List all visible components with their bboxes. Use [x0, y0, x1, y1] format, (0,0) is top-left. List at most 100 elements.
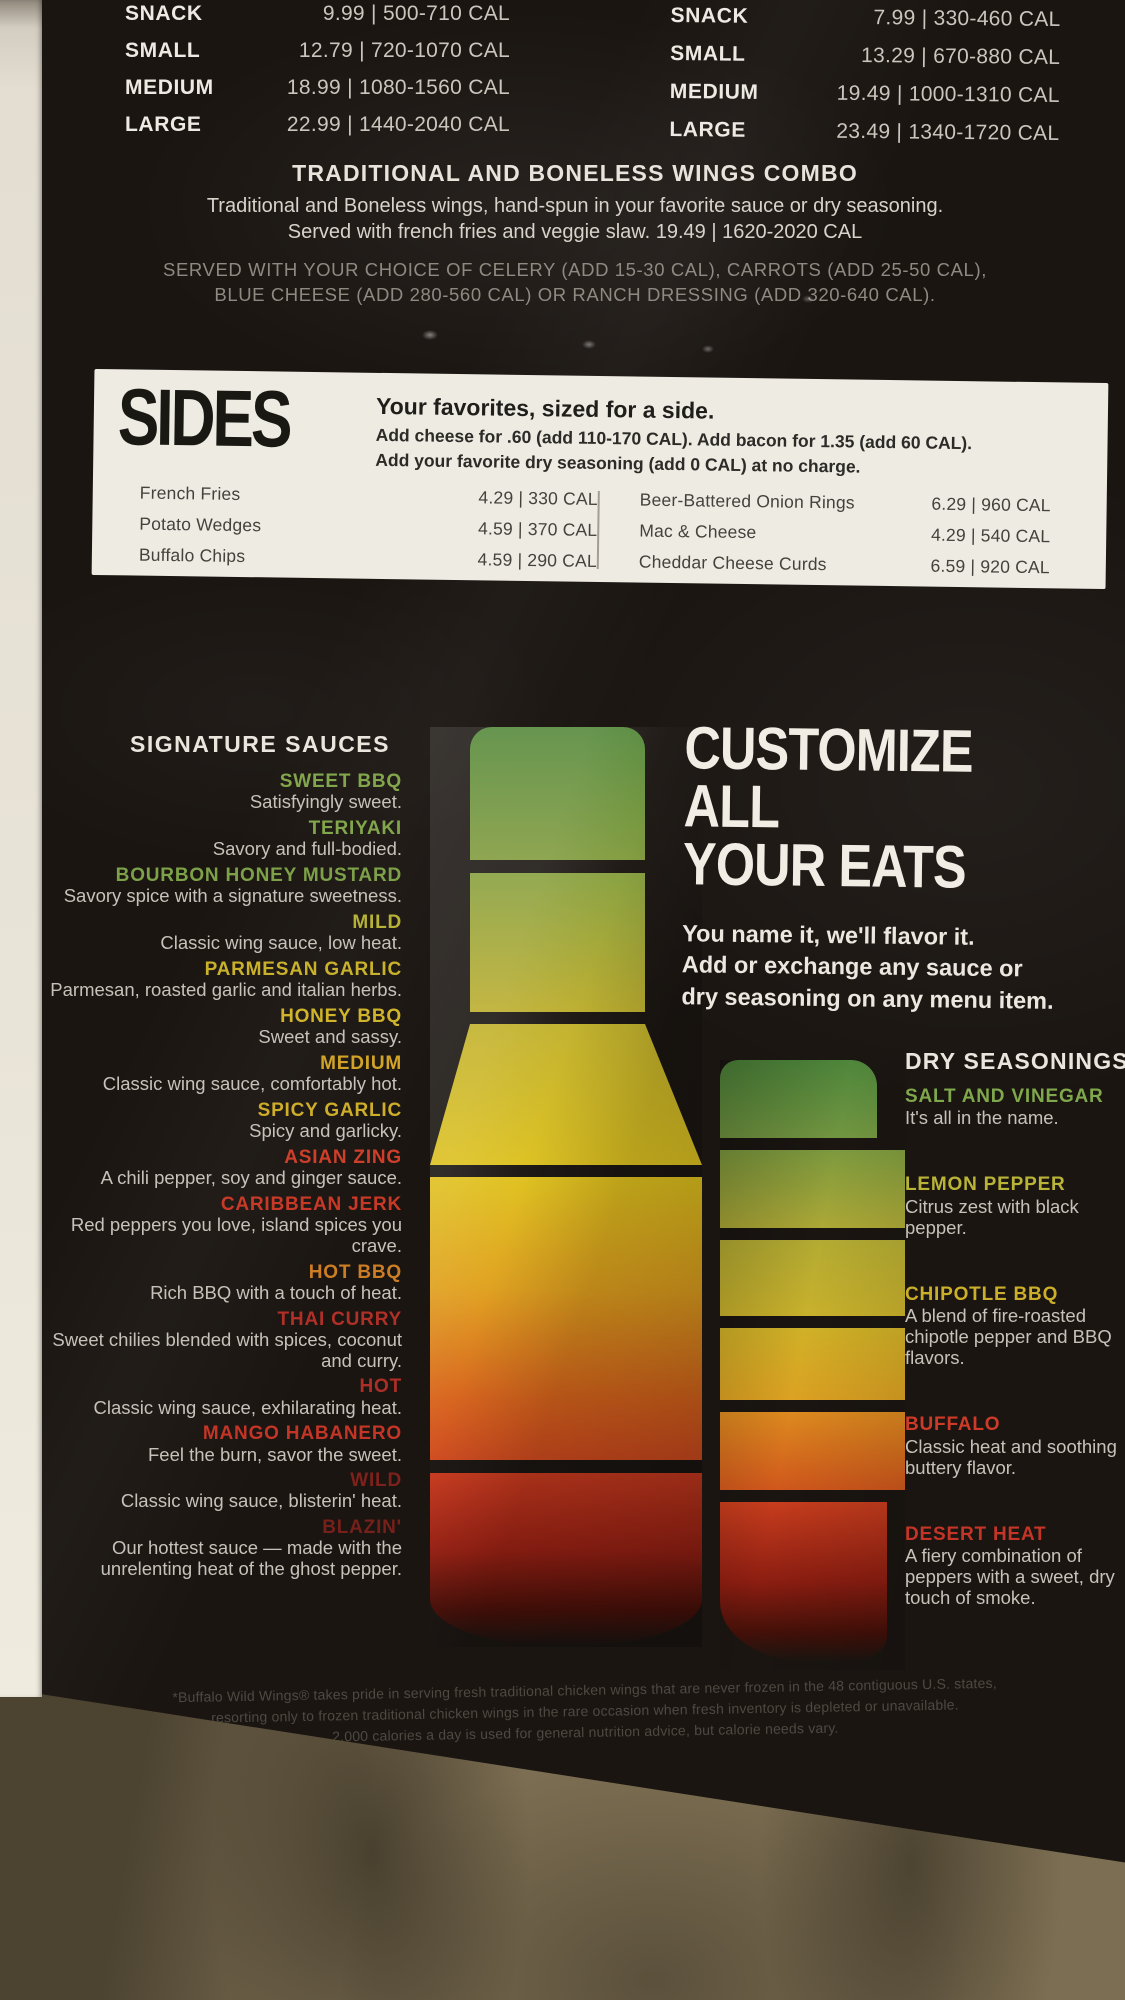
size-price-calories: 7.99 | 330-460 CAL — [873, 6, 1061, 32]
left-page-edge — [0, 0, 42, 1697]
wings-pricing-left: SNACK 9.99 | 500-710 CAL SMALL 12.79 | 7… — [125, 2, 510, 137]
dry-seasonings-title: DRY SEASONINGS — [905, 1048, 1125, 1074]
size-price-calories: 12.79 | 720-1070 CAL — [298, 39, 510, 62]
size-label: SNACK — [125, 2, 203, 25]
seasoning-name: DESERT HEAT — [905, 1523, 1047, 1545]
sauce-description: Classic wing sauce, low heat. — [160, 932, 402, 954]
seasoning-description: Classic heat and soothing buttery flavor… — [905, 1435, 1117, 1478]
customize-title-line1: CUSTOMIZE ALL — [683, 714, 974, 841]
glare-spot — [702, 345, 714, 353]
sauce-item: WILD Classic wing sauce, blisterin' heat… — [121, 1470, 402, 1512]
sauce-description: Red peppers you love, island spices you … — [70, 1214, 402, 1256]
signature-sauces-list: SWEET BBQ Satisfyingly sweet. TERIYAKI S… — [42, 771, 402, 1580]
seasoning-item: LEMON PEPPER Citrus zest with black pepp… — [905, 1174, 1125, 1237]
side-item-price-calories: 4.59 | 290 CAL — [477, 548, 597, 571]
signature-sauces-title: SIGNATURE SAUCES — [130, 731, 390, 757]
size-label: SNACK — [670, 3, 749, 28]
seasoning-name: SALT AND VINEGAR — [905, 1086, 1104, 1107]
sauce-item: HOT Classic wing sauce, exhilarating hea… — [94, 1376, 403, 1418]
sauce-name: BOURBON HONEY MUSTARD — [115, 864, 402, 886]
combo-description-line1: Traditional and Boneless wings, hand-spu… — [206, 195, 944, 217]
sauce-description: Our hottest sauce — made with the unrele… — [100, 1537, 402, 1580]
sauce-description: Satisfyingly sweet. — [249, 791, 402, 813]
sauce-name: PARMESAN GARLIC — [204, 958, 402, 980]
sauce-item: ASIAN ZING A chili pepper, soy and ginge… — [101, 1147, 402, 1189]
bottle-base-segment — [430, 1473, 702, 1645]
price-row: LARGE 22.99 | 1440-2040 CAL — [125, 113, 510, 137]
side-item-row: Beer-Battered Onion Rings 6.29 | 960 CAL — [640, 489, 1051, 516]
sauce-name: CARIBBEAN JERK — [220, 1193, 402, 1215]
seasoning-name: LEMON PEPPER — [905, 1174, 1066, 1196]
sauce-description: A chili pepper, soy and ginger sauce. — [100, 1167, 402, 1189]
bottle-body-segment — [430, 1177, 702, 1460]
sauce-name: ASIAN ZING — [284, 1146, 402, 1168]
sauce-name: MEDIUM — [320, 1052, 402, 1074]
sauce-name: THAI CURRY — [277, 1308, 402, 1330]
combo-title: TRADITIONAL AND BONELESS WINGS COMBO — [292, 160, 858, 186]
side-item-row: Buffalo Chips 4.59 | 290 CAL — [139, 544, 597, 571]
sauce-name: HOT BBQ — [308, 1261, 402, 1283]
sauce-item: SPICY GARLIC Spicy and garlicky. — [249, 1100, 402, 1142]
sauce-description: Savory and full-bodied. — [212, 838, 402, 860]
size-label: MEDIUM — [125, 76, 214, 99]
side-item-row: French Fries 4.29 | 330 CAL — [140, 482, 598, 509]
size-price-calories: 9.99 | 500-710 CAL — [322, 2, 510, 25]
price-row: SMALL 13.29 | 670-880 CAL — [670, 42, 1060, 70]
size-price-calories: 18.99 | 1080-1560 CAL — [286, 76, 510, 99]
sauce-name: SWEET BBQ — [279, 771, 402, 792]
seasoning-item: DESERT HEAT A fiery combination of peppe… — [905, 1524, 1125, 1609]
sides-items: French Fries 4.29 | 330 CAL Potato Wedge… — [92, 482, 1107, 589]
side-item-price-calories: 4.29 | 330 CAL — [478, 486, 598, 509]
bottle-cap-segment — [470, 727, 645, 860]
sauce-description: Sweet chilies blended with spices, cocon… — [52, 1328, 402, 1371]
sauce-description: Classic wing sauce, exhilarating heat. — [93, 1396, 403, 1418]
seasoning-name: BUFFALO — [905, 1414, 1001, 1436]
sauce-item: BLAZIN' Our hottest sauce — made with th… — [42, 1517, 402, 1580]
sauce-name: SPICY GARLIC — [257, 1099, 402, 1121]
customize-section: CUSTOMIZE ALL YOUR EATS You name it, we'… — [681, 714, 1125, 1019]
sauce-heat-bottle-large — [430, 727, 702, 1647]
sauce-item: MEDIUM Classic wing sauce, comfortably h… — [103, 1053, 402, 1095]
sauce-heat-bottle-small — [720, 1060, 905, 1670]
side-item-price-calories: 4.29 | 540 CAL — [930, 524, 1051, 546]
side-item-row: Cheddar Cheese Curds 6.59 | 920 CAL — [639, 551, 1050, 578]
side-item-row: Mac & Cheese 4.29 | 540 CAL — [639, 520, 1050, 547]
customize-title: CUSTOMIZE ALL YOUR EATS — [683, 714, 1063, 901]
price-row: MEDIUM 18.99 | 1080-1560 CAL — [125, 76, 510, 100]
sauce-item: HONEY BBQ Sweet and sassy. — [258, 1006, 402, 1048]
sauce-item: MILD Classic wing sauce, low heat. — [160, 912, 402, 954]
served-with-note-line2: BLUE CHEESE (ADD 280-560 CAL) OR RANCH D… — [214, 283, 936, 305]
sides-items-right: Beer-Battered Onion Rings 6.29 | 960 CAL… — [599, 489, 1107, 589]
seasoning-item: CHIPOTLE BBQ A blend of fire-roasted chi… — [905, 1284, 1125, 1369]
sauce-item: BOURBON HONEY MUSTARD Savory spice with … — [64, 865, 402, 907]
side-item-price-calories: 4.59 | 370 CAL — [477, 517, 598, 540]
sauce-item: PARMESAN GARLIC Parmesan, roasted garlic… — [50, 959, 402, 1001]
size-label: SMALL — [670, 41, 746, 66]
sauce-item: CARIBBEAN JERK Red peppers you love, isl… — [42, 1194, 402, 1257]
price-row: SMALL 12.79 | 720-1070 CAL — [125, 39, 510, 63]
size-price-calories: 22.99 | 1440-2040 CAL — [286, 113, 510, 136]
size-label: MEDIUM — [669, 79, 759, 104]
sides-tagline: Your favorites, sized for a side. — [375, 392, 715, 424]
price-row: MEDIUM 19.49 | 1000-1310 CAL — [670, 80, 1060, 108]
dry-seasonings-list: SALT AND VINEGAR It's all in the name. L… — [905, 1086, 1125, 1608]
sauce-description: Parmesan, roasted garlic and italian her… — [50, 979, 402, 1001]
sides-section: SIDES Your favorites, sized for a side. … — [91, 368, 1109, 590]
sauce-item: THAI CURRY Sweet chilies blended with sp… — [42, 1309, 402, 1372]
sauce-description: Spicy and garlicky. — [249, 1120, 402, 1142]
bottle-cap-segment — [720, 1060, 877, 1138]
sauce-name: MANGO HABANERO — [202, 1423, 402, 1445]
bottle-base-segment — [720, 1502, 887, 1662]
side-item-row: Potato Wedges 4.59 | 370 CAL — [139, 513, 597, 540]
side-item-name: Cheddar Cheese Curds — [638, 551, 827, 574]
sauce-name: HOT — [359, 1376, 402, 1398]
sauce-description: Savory spice with a signature sweetness. — [63, 885, 402, 907]
sauce-description: Classic wing sauce, comfortably hot. — [102, 1073, 402, 1095]
seasoning-description: It's all in the name. — [905, 1107, 1059, 1129]
seasoning-item: BUFFALO Classic heat and soothing butter… — [905, 1414, 1125, 1477]
bottle-segment — [720, 1328, 905, 1400]
seasoning-item: SALT AND VINEGAR It's all in the name. — [905, 1086, 1125, 1128]
customize-body: You name it, we'll flavor it. Add or exc… — [681, 918, 1125, 1019]
side-item-name: Buffalo Chips — [138, 544, 246, 566]
seasoning-description: A fiery combination of peppers with a sw… — [905, 1544, 1115, 1609]
